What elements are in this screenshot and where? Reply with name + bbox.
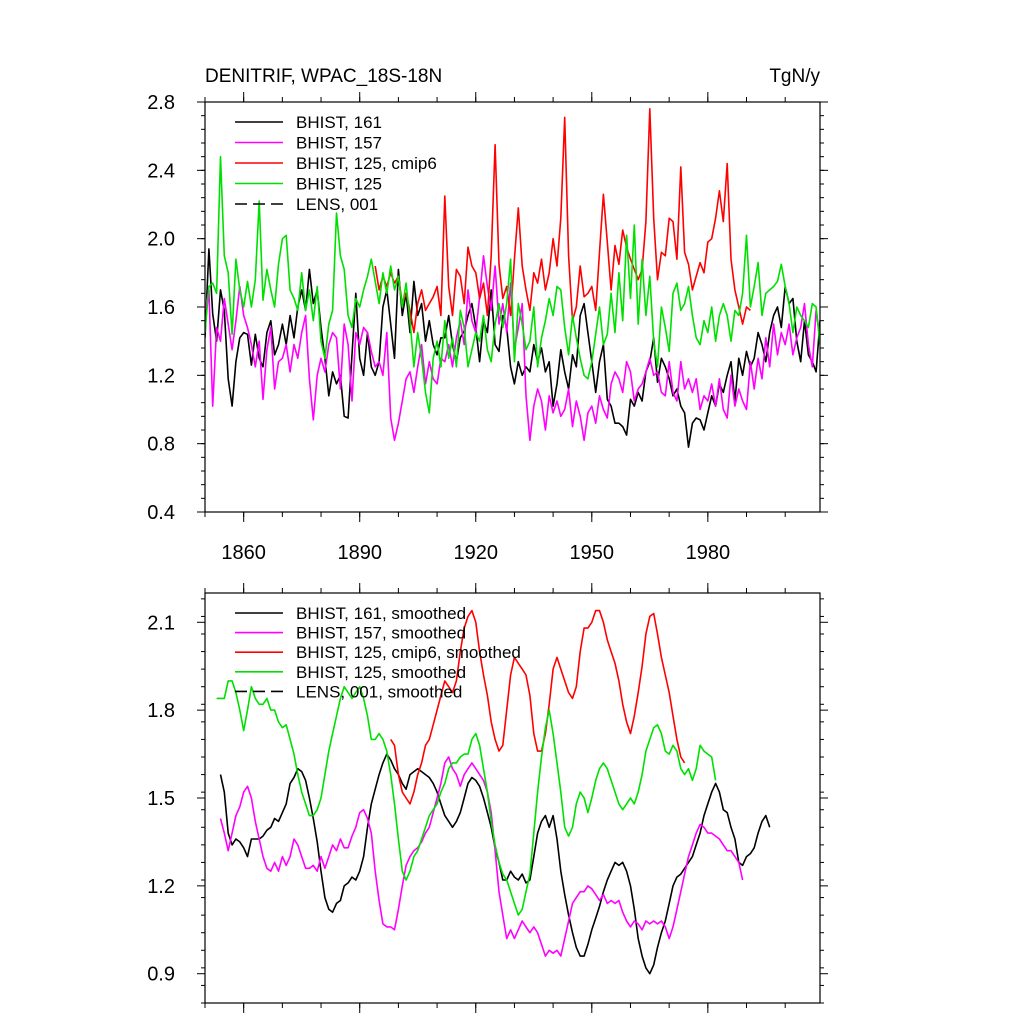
series-line-bhist-125-cmip6 — [374, 108, 751, 334]
x-tick-label: 1860 — [221, 542, 266, 564]
units-label: TgN/y — [769, 66, 820, 87]
legend-label: BHIST, 125, cmip6 — [296, 154, 437, 173]
series-line-bhist-125-smoothed — [216, 680, 717, 916]
bottom-panel: 0.91.21.51.82.1 BHIST, 161, smoothedBHIST… — [147, 583, 828, 1013]
y-tick-label: 1.8 — [147, 700, 175, 722]
y-tick-label: 1.2 — [147, 365, 175, 387]
series-lines — [216, 609, 771, 975]
y-tick-label: 0.8 — [147, 434, 175, 456]
plot-frame — [204, 592, 821, 1004]
y-tick-label: 2.0 — [147, 229, 175, 251]
legend-label: BHIST, 161 — [296, 113, 382, 132]
x-tick-label: 1920 — [454, 542, 499, 564]
series-line-bhist-161 — [205, 248, 820, 448]
x-tick-label: 1980 — [686, 542, 731, 564]
y-tick-label: 2.4 — [147, 160, 175, 182]
legend-label: BHIST, 161, smoothed — [296, 604, 466, 623]
legend-label: BHIST, 157, smoothed — [296, 624, 466, 643]
y-tick-label: 2.1 — [147, 612, 175, 634]
y-tick-label: 1.6 — [147, 297, 175, 319]
x-tick-label: 1890 — [337, 542, 382, 564]
series-line-bhist-125-cmip6-smoothed — [390, 609, 686, 805]
legend-label: LENS, 001, smoothed — [296, 682, 462, 701]
x-tick-label: 1950 — [570, 542, 615, 564]
y-tick-label: 0.4 — [147, 502, 175, 524]
top-panel: 0.4 0.8 1.2 1.6 2.0 2.4 2.8 1860 1890 1920 1950 198… — [147, 92, 828, 564]
series-line-bhist-157-smoothed — [219, 756, 744, 957]
series-line-bhist-125 — [205, 155, 820, 414]
y-tick-label: 1.2 — [147, 876, 175, 898]
legend-label: BHIST, 125, smoothed — [296, 663, 466, 682]
y-tick-label: 1.5 — [147, 788, 175, 810]
series-line-bhist-157 — [205, 255, 820, 442]
chart-title: DENITRIF, WPAC_18S-18N — [205, 66, 442, 87]
legend-label: BHIST, 157 — [296, 134, 382, 153]
legend-label: BHIST, 125, cmip6, smoothed — [296, 643, 521, 662]
plot-frame — [204, 101, 821, 513]
series-lines — [205, 108, 820, 448]
y-tick-label: 2.8 — [147, 92, 175, 114]
y-tick-label: 0.9 — [147, 964, 175, 986]
legend-label: LENS, 001 — [296, 195, 378, 214]
legend-label: BHIST, 125 — [296, 175, 382, 194]
